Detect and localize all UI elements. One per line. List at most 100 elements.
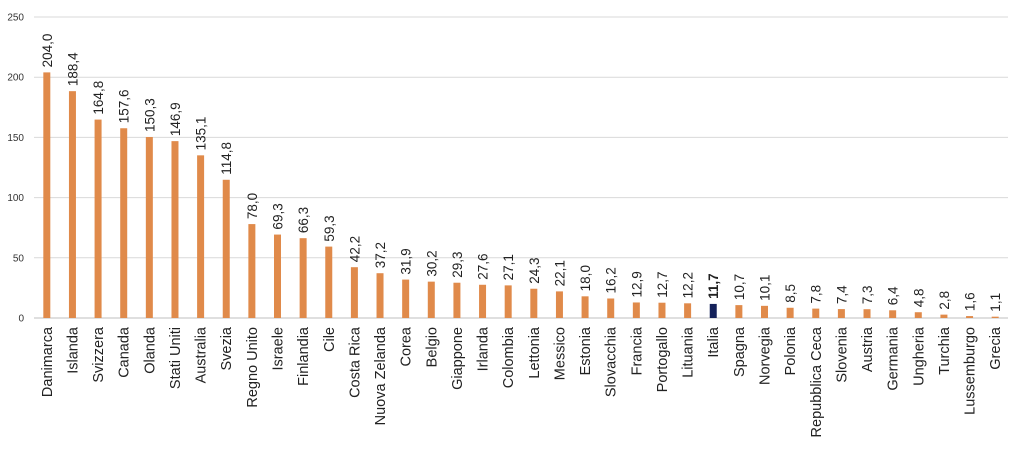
data-label: 18,0 [578, 265, 593, 291]
x-tick-label: Stati Uniti [168, 327, 184, 389]
bar [274, 234, 281, 318]
x-tick-label: Estonia [578, 326, 594, 375]
y-tick-label: 150 [7, 133, 24, 144]
data-label: 146,9 [168, 102, 183, 136]
x-tick-label: Italia [706, 326, 722, 358]
data-label: 27,6 [476, 253, 491, 279]
data-label: 30,2 [424, 250, 439, 276]
data-label: 12,2 [681, 272, 696, 298]
x-tick-label: Slovenia [834, 326, 850, 383]
data-label: 10,7 [732, 274, 747, 300]
bar [427, 281, 435, 318]
data-label: 7,4 [834, 285, 849, 304]
x-tick-label: Ungheria [911, 326, 927, 386]
data-label: 1,1 [988, 293, 1003, 312]
x-tick-label: Israele [271, 327, 287, 371]
data-label: 11,7 [706, 273, 721, 299]
x-tick-label: Colombia [501, 326, 517, 388]
data-label: 27,1 [501, 254, 516, 280]
bar [812, 308, 820, 318]
bar [402, 279, 410, 318]
bar [222, 179, 230, 318]
bar [581, 296, 589, 318]
x-tick-label: Slovacchia [604, 326, 620, 397]
y-tick-label: 0 [18, 314, 24, 325]
data-label: 31,9 [399, 248, 414, 274]
data-label: 78,0 [245, 193, 260, 219]
bar [171, 141, 179, 318]
y-axis-ticks: 0 50 100 150 200 250 [7, 13, 24, 325]
data-label: 7,8 [809, 285, 824, 304]
data-label: 16,2 [604, 267, 619, 293]
data-label: 12,9 [629, 271, 644, 297]
y-tick-label: 100 [7, 193, 24, 204]
data-label: 188,4 [65, 52, 80, 86]
data-label: 6,4 [886, 286, 901, 305]
x-tick-label: Lituania [681, 326, 697, 378]
bar [453, 282, 461, 318]
x-tick-label: Portogallo [655, 327, 671, 392]
x-tick-label: Olanda [142, 326, 158, 374]
bar [504, 285, 512, 318]
data-label: 2,8 [937, 291, 952, 310]
bar [555, 291, 563, 318]
bar [940, 314, 948, 318]
x-tick-label: Austria [860, 326, 876, 372]
bar [761, 305, 768, 318]
x-tick-label: Norvegia [758, 326, 774, 385]
bar [684, 303, 692, 318]
data-label: 66,3 [296, 207, 311, 233]
data-label: 204,0 [40, 34, 55, 68]
x-tick-label: Australia [194, 326, 210, 383]
x-tick-label: Turchia [937, 326, 953, 375]
x-tick-label: Germania [886, 326, 902, 391]
bar [43, 72, 51, 318]
bar [479, 284, 487, 318]
bar [658, 302, 666, 318]
x-tick-label: Francia [629, 326, 645, 375]
data-label: 135,1 [194, 117, 209, 151]
data-label: 4,8 [911, 288, 926, 307]
bar [863, 309, 871, 318]
x-tick-label: Cile [322, 327, 338, 352]
bar [120, 128, 128, 318]
bar [145, 137, 153, 318]
x-tick-label: Lussemburgo [963, 327, 979, 415]
bar [248, 224, 256, 318]
data-label: 24,3 [527, 257, 542, 283]
data-label: 10,1 [758, 275, 773, 301]
bar [991, 316, 999, 318]
data-label: 69,3 [271, 203, 286, 229]
bar [325, 246, 333, 318]
data-label: 12,7 [655, 271, 670, 297]
bar [786, 307, 794, 318]
x-tick-label: Svizzera [91, 326, 107, 383]
bar [68, 91, 76, 318]
bar [632, 302, 640, 318]
x-tick-label: Danimarca [40, 326, 56, 397]
bar [889, 310, 897, 318]
x-tick-label: Belgio [424, 327, 440, 367]
x-tick-label: Messico [552, 327, 568, 380]
data-label: 8,5 [783, 284, 798, 303]
x-tick-label: Nuova Zelanda [373, 326, 389, 425]
data-label: 1,6 [963, 292, 978, 311]
bar [94, 119, 102, 318]
bar [914, 312, 922, 318]
bar [966, 316, 974, 318]
data-label: 37,2 [373, 242, 388, 268]
bar [530, 288, 538, 318]
x-tick-label: Repubblica Ceca [809, 326, 825, 437]
x-tick-label: Finlandia [296, 326, 312, 386]
x-tick-label: Regno Unito [245, 327, 261, 408]
bar [837, 309, 845, 318]
x-tick-label: Lettonia [527, 326, 543, 379]
x-tick-label: Canada [117, 326, 133, 378]
bar [607, 298, 615, 318]
bar [299, 238, 307, 318]
bars [43, 72, 999, 318]
x-tick-label: Polonia [783, 326, 799, 375]
data-label: 150,3 [142, 98, 157, 132]
bar [709, 303, 717, 318]
data-label: 29,3 [450, 251, 465, 277]
